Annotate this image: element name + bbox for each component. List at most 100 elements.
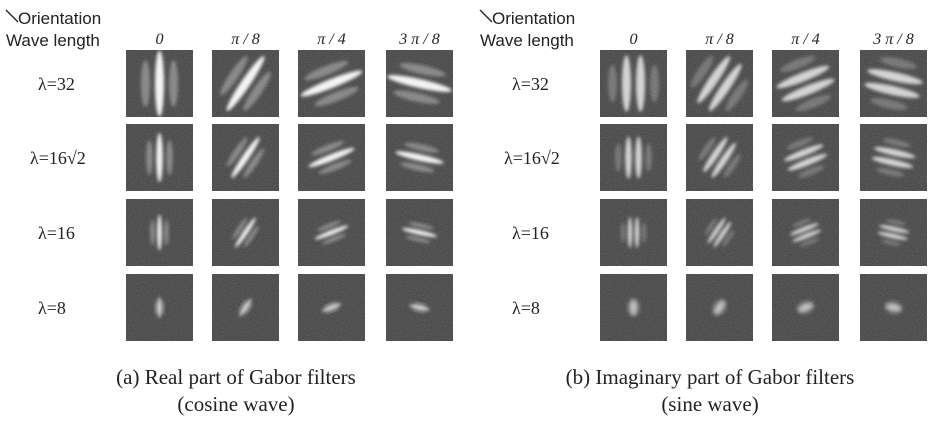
row-label: λ=32 <box>512 74 549 94</box>
stripe <box>635 136 641 178</box>
filter-image <box>298 274 365 341</box>
stripe <box>156 133 162 182</box>
stripe <box>162 300 165 315</box>
stripe <box>146 140 152 175</box>
header-slash <box>480 10 492 22</box>
header-slash <box>6 10 18 22</box>
cell-noise <box>860 199 927 266</box>
row-label: λ=8 <box>38 298 66 318</box>
panel: Orientation Wave length 0 π / 8 π / 4 3 π / 8… <box>6 9 456 416</box>
filter-image <box>600 50 667 117</box>
filter-image <box>298 199 365 266</box>
column-label: π / 4 <box>317 31 345 48</box>
row-label: λ=32 <box>38 74 75 94</box>
column-label: π / 4 <box>791 31 819 48</box>
filter-image <box>860 199 927 266</box>
cell-noise <box>686 274 753 341</box>
filter-image <box>212 46 280 121</box>
stripe <box>628 217 632 248</box>
cell-noise <box>686 124 753 191</box>
header-wave-length: Wave length <box>480 31 574 50</box>
row-label: λ=16√2 <box>30 148 86 168</box>
column-label: π / 8 <box>705 31 733 48</box>
panel: Orientation Wave length 0 π / 8 π / 4 3 π / 8… <box>480 9 927 416</box>
filter-image <box>386 124 453 191</box>
gabor <box>155 297 165 318</box>
stripe <box>158 297 161 318</box>
stripe <box>164 220 168 246</box>
cell-noise <box>772 199 839 266</box>
stripe <box>645 143 651 171</box>
filter-image <box>686 274 753 341</box>
column-label: 3 π / 8 <box>398 31 439 48</box>
cell-noise <box>860 274 927 341</box>
filter-image <box>860 274 927 341</box>
filter-image <box>126 124 193 191</box>
filter-image <box>772 274 839 341</box>
stripe <box>637 302 640 314</box>
cell-noise <box>600 199 667 266</box>
stripe <box>155 51 164 117</box>
row-label: λ=16 <box>38 223 75 243</box>
column-label: π / 8 <box>231 31 259 48</box>
filter-image <box>212 199 279 266</box>
filter-image <box>860 50 927 117</box>
row-label: λ=16 <box>512 223 549 243</box>
filter-image <box>600 124 667 191</box>
stripe <box>625 136 631 178</box>
cell-noise <box>860 124 927 191</box>
filter-image <box>686 199 753 266</box>
cell-noise <box>600 124 667 191</box>
filter-image <box>772 199 839 266</box>
filter-image <box>600 274 667 341</box>
cell-noise <box>600 274 667 341</box>
stripe <box>650 65 659 103</box>
header-orientation: Orientation <box>492 9 575 28</box>
stripe <box>634 299 637 317</box>
stripe <box>635 217 639 248</box>
filter-image <box>126 274 193 341</box>
filter-image <box>126 199 193 266</box>
stripe <box>630 299 633 317</box>
header-orientation: Orientation <box>18 9 101 28</box>
column-label: 0 <box>156 31 164 48</box>
stripe <box>166 140 172 175</box>
filter-image <box>212 274 279 341</box>
filter-image <box>600 199 667 266</box>
caption: (sine wave) <box>661 392 758 416</box>
filter-image <box>126 50 193 117</box>
stripe <box>627 302 630 314</box>
stripe <box>622 55 631 112</box>
filter-image <box>683 46 757 121</box>
filter-image <box>770 49 841 117</box>
stripe <box>621 222 625 243</box>
filter-image <box>294 50 369 117</box>
caption: (cosine wave) <box>177 392 294 416</box>
cell-noise <box>772 124 839 191</box>
filter-image <box>383 50 455 117</box>
filter-image <box>212 124 279 191</box>
column-label: 3 π / 8 <box>872 31 913 48</box>
header-wave-length: Wave length <box>6 31 100 50</box>
filter-image <box>772 124 839 191</box>
cell-noise <box>686 199 753 266</box>
stripe <box>636 55 645 112</box>
stripe <box>141 60 150 107</box>
stripe <box>150 220 154 246</box>
filter-image <box>386 274 453 341</box>
filter-image <box>860 124 927 191</box>
stripe <box>169 60 178 107</box>
column-label: 0 <box>630 31 638 48</box>
filter-image <box>686 124 753 191</box>
row-label: λ=8 <box>512 298 540 318</box>
stripe <box>642 222 646 243</box>
filter-image <box>298 124 365 191</box>
stripe <box>155 300 158 315</box>
caption: (a) Real part of Gabor filters <box>116 365 356 389</box>
stripe <box>157 215 161 251</box>
stripe <box>608 65 617 103</box>
filter-image <box>386 199 453 266</box>
row-label: λ=16√2 <box>504 148 560 168</box>
stripe <box>615 143 621 171</box>
cell-noise <box>772 274 839 341</box>
